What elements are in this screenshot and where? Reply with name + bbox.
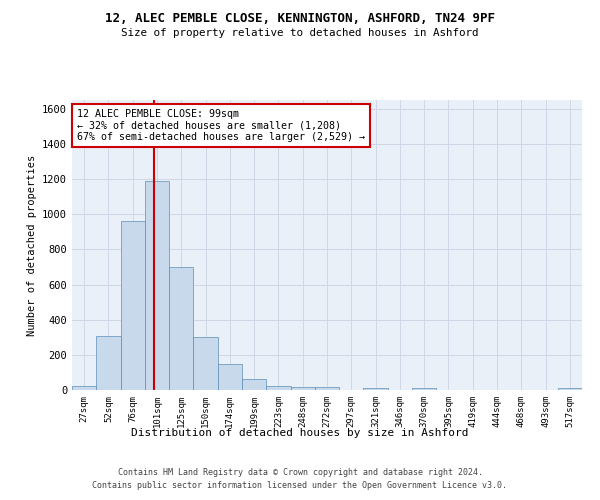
Bar: [558, 388, 582, 390]
Text: Size of property relative to detached houses in Ashford: Size of property relative to detached ho…: [121, 28, 479, 38]
Bar: [290, 388, 315, 390]
Bar: [169, 267, 193, 390]
Text: Contains public sector information licensed under the Open Government Licence v3: Contains public sector information licen…: [92, 482, 508, 490]
Bar: [242, 378, 266, 390]
Text: 12 ALEC PEMBLE CLOSE: 99sqm
← 32% of detached houses are smaller (1,208)
67% of : 12 ALEC PEMBLE CLOSE: 99sqm ← 32% of det…: [77, 108, 365, 142]
Text: 12, ALEC PEMBLE CLOSE, KENNINGTON, ASHFORD, TN24 9PF: 12, ALEC PEMBLE CLOSE, KENNINGTON, ASHFO…: [105, 12, 495, 26]
Bar: [96, 336, 121, 390]
Bar: [121, 222, 145, 390]
Text: Distribution of detached houses by size in Ashford: Distribution of detached houses by size …: [131, 428, 469, 438]
Bar: [364, 388, 388, 390]
Bar: [315, 388, 339, 390]
Text: Contains HM Land Registry data © Crown copyright and database right 2024.: Contains HM Land Registry data © Crown c…: [118, 468, 482, 477]
Bar: [218, 364, 242, 390]
Y-axis label: Number of detached properties: Number of detached properties: [26, 154, 37, 336]
Bar: [193, 338, 218, 390]
Bar: [412, 388, 436, 390]
Bar: [72, 386, 96, 390]
Bar: [266, 386, 290, 390]
Bar: [145, 181, 169, 390]
